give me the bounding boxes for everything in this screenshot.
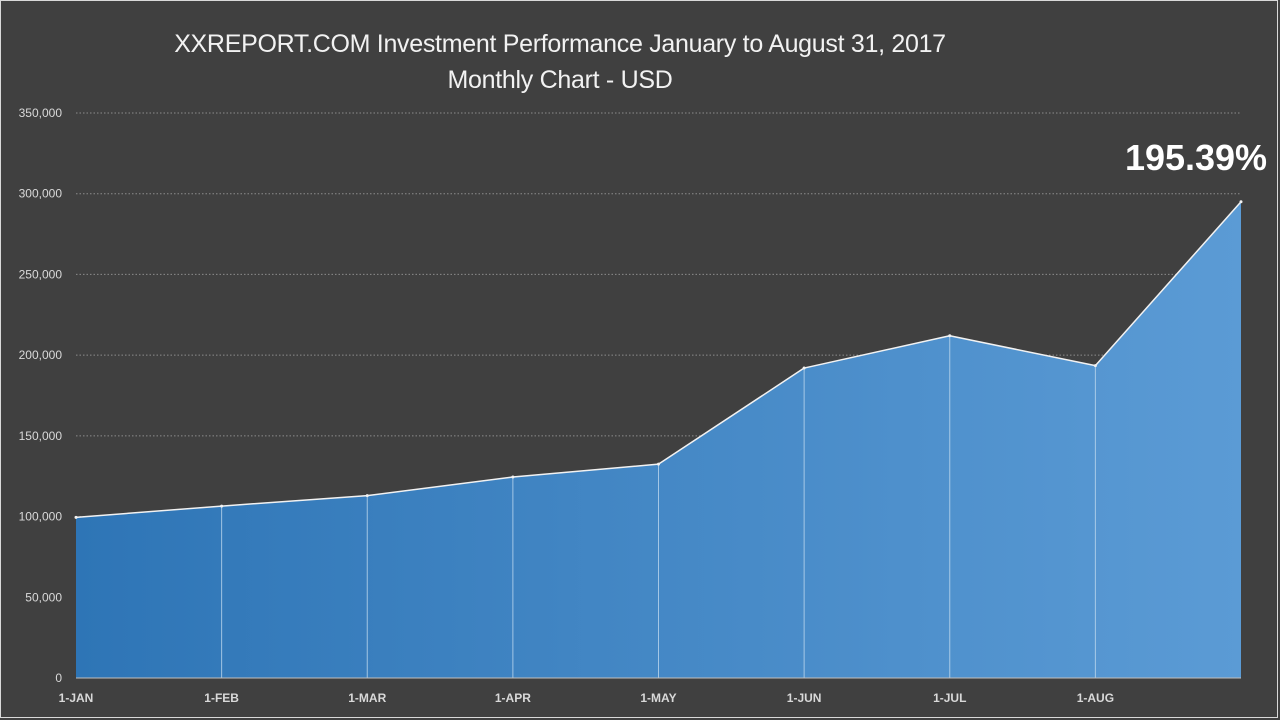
x-tick-label: 1-APR — [495, 691, 531, 705]
data-point — [511, 475, 515, 479]
data-point — [948, 334, 952, 338]
data-point — [802, 366, 806, 370]
y-tick-label: 200,000 — [19, 348, 63, 362]
data-point — [74, 515, 78, 519]
data-point — [1093, 364, 1097, 368]
x-tick-label: 1-MAR — [348, 691, 386, 705]
x-tick-label: 1-JUN — [787, 691, 822, 705]
performance-annotation: 195.39% — [1125, 137, 1267, 178]
chart-title: XXREPORT.COM Investment Performance Janu… — [174, 30, 946, 58]
x-tick-label: 1-JAN — [59, 691, 94, 705]
data-point — [1239, 200, 1243, 204]
x-axis: 1-JAN 1-FEB 1-MAR 1-APR 1-MAY 1-JUN 1-JUL 1-AUG — [59, 677, 1241, 705]
y-axis: 0 50,000 100,000 150,000 200,000 250,000 300,0… — [19, 106, 63, 685]
x-tick-label: 1-JUL — [933, 691, 966, 705]
y-tick-label: 150,000 — [19, 429, 63, 443]
y-tick-label: 100,000 — [19, 510, 63, 524]
x-tick-label: 1-MAY — [640, 691, 676, 705]
y-tick-label: 300,000 — [19, 187, 63, 201]
x-tick-label: 1-AUG — [1077, 691, 1114, 705]
x-tick-label: 1-FEB — [204, 691, 239, 705]
chart-subtitle: Monthly Chart - USD — [447, 66, 673, 94]
y-tick-label: 50,000 — [25, 590, 62, 604]
area-series — [74, 200, 1243, 679]
y-tick-label: 350,000 — [19, 106, 63, 120]
data-point — [365, 494, 369, 498]
data-point — [657, 462, 660, 466]
y-tick-label: 0 — [55, 671, 62, 685]
y-tick-label: 250,000 — [19, 267, 63, 281]
data-point — [220, 504, 224, 508]
